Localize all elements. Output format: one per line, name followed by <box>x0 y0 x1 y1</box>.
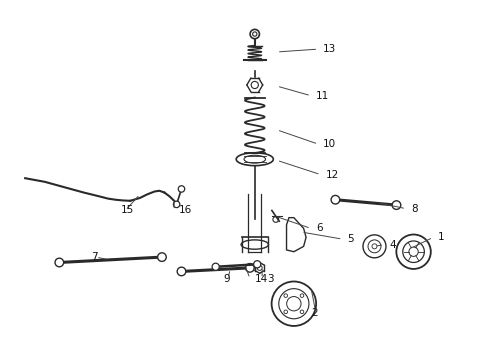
Text: 6: 6 <box>316 224 322 233</box>
Text: 10: 10 <box>323 139 336 149</box>
Text: 7: 7 <box>91 252 98 262</box>
Text: 4: 4 <box>389 239 396 249</box>
Ellipse shape <box>392 201 401 210</box>
Ellipse shape <box>178 186 185 192</box>
Ellipse shape <box>177 267 186 276</box>
Text: 11: 11 <box>316 91 329 101</box>
Text: 3: 3 <box>267 274 273 284</box>
Ellipse shape <box>55 258 64 267</box>
Text: 16: 16 <box>179 206 192 216</box>
Ellipse shape <box>250 30 259 39</box>
Text: 12: 12 <box>326 170 339 180</box>
Ellipse shape <box>212 263 219 270</box>
Text: 9: 9 <box>223 274 230 284</box>
Text: 1: 1 <box>438 232 444 242</box>
Text: 14: 14 <box>255 274 268 284</box>
Text: 13: 13 <box>323 44 337 54</box>
Text: 15: 15 <box>121 206 134 216</box>
Ellipse shape <box>245 264 254 272</box>
Ellipse shape <box>173 201 180 208</box>
Text: 5: 5 <box>347 234 354 244</box>
Ellipse shape <box>331 195 340 204</box>
Ellipse shape <box>254 261 261 268</box>
Ellipse shape <box>158 253 166 261</box>
Text: 2: 2 <box>311 308 318 318</box>
Text: 8: 8 <box>411 204 418 214</box>
